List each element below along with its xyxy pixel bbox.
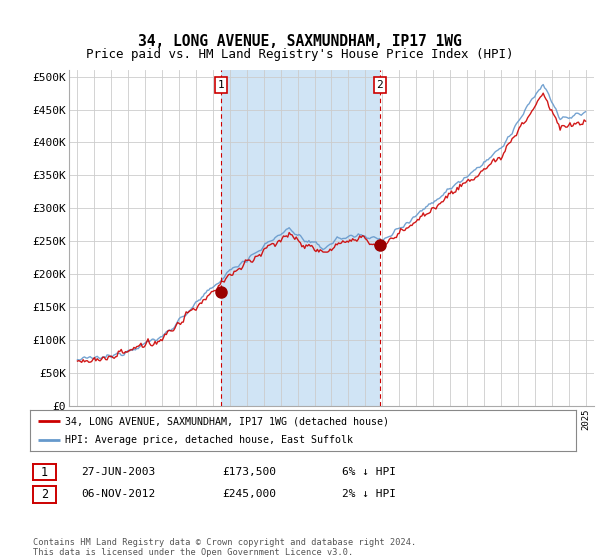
Text: £245,000: £245,000	[222, 489, 276, 499]
Text: 34, LONG AVENUE, SAXMUNDHAM, IP17 1WG (detached house): 34, LONG AVENUE, SAXMUNDHAM, IP17 1WG (d…	[65, 417, 389, 426]
Text: 2% ↓ HPI: 2% ↓ HPI	[342, 489, 396, 499]
Text: 1: 1	[218, 80, 224, 90]
Text: 27-JUN-2003: 27-JUN-2003	[81, 466, 155, 477]
Text: Contains HM Land Registry data © Crown copyright and database right 2024.
This d: Contains HM Land Registry data © Crown c…	[33, 538, 416, 557]
Text: 2: 2	[376, 80, 383, 90]
Text: 06-NOV-2012: 06-NOV-2012	[81, 489, 155, 499]
Text: 6% ↓ HPI: 6% ↓ HPI	[342, 466, 396, 477]
Text: 2: 2	[41, 488, 48, 501]
Text: 34, LONG AVENUE, SAXMUNDHAM, IP17 1WG: 34, LONG AVENUE, SAXMUNDHAM, IP17 1WG	[138, 34, 462, 49]
Text: £173,500: £173,500	[222, 466, 276, 477]
Text: 1: 1	[41, 465, 48, 479]
Text: Price paid vs. HM Land Registry's House Price Index (HPI): Price paid vs. HM Land Registry's House …	[86, 48, 514, 60]
Text: HPI: Average price, detached house, East Suffolk: HPI: Average price, detached house, East…	[65, 435, 353, 445]
Bar	[221, 70, 380, 406]
